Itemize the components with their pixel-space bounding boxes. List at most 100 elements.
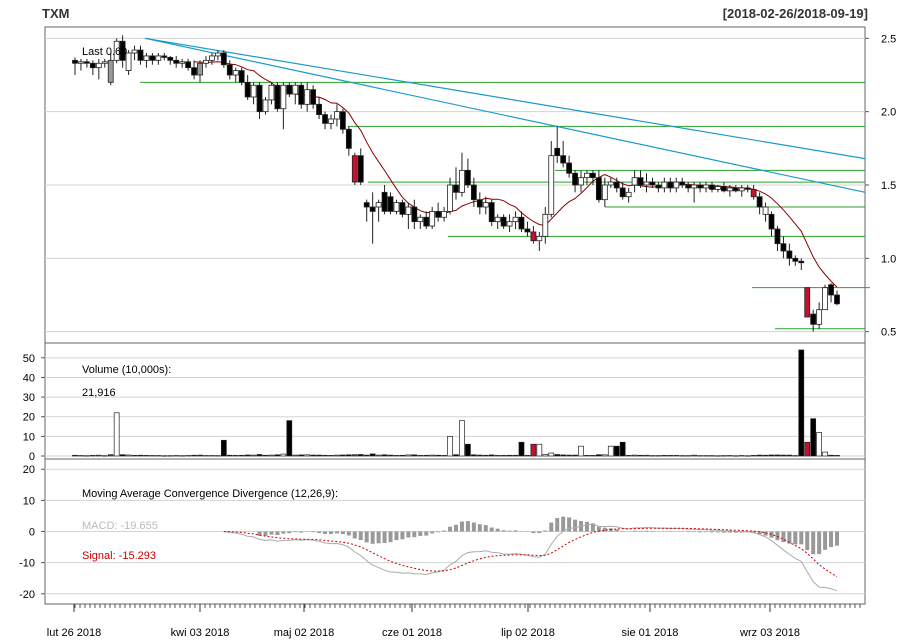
macd-histogram-bar: [471, 522, 476, 532]
macd-histogram-bar: [465, 521, 470, 532]
volume-bar: [95, 454, 102, 457]
volume-bar: [530, 443, 537, 457]
volume-bar: [131, 455, 138, 457]
candle-body: [470, 184, 477, 201]
volume-bar: [304, 454, 311, 457]
volume-bar: [113, 412, 120, 457]
candle-body: [328, 118, 334, 124]
macd-histogram-bar: [549, 522, 554, 532]
volume-bar: [572, 454, 578, 457]
candle-body: [381, 191, 388, 212]
x-tick-label: wrz 03 2018: [739, 627, 800, 639]
candle-body: [286, 84, 293, 95]
candle-body: [744, 187, 751, 190]
volume-bar: [732, 455, 739, 457]
candle-body: [173, 59, 180, 64]
volume-bar: [756, 454, 763, 457]
candle-body: [810, 313, 817, 325]
volume-bar: [482, 454, 489, 457]
candle-body: [738, 187, 745, 192]
candle-body: [155, 55, 162, 61]
candle-body: [238, 70, 245, 83]
candle-body: [304, 89, 311, 105]
macd-histogram-bar: [632, 530, 637, 532]
volume-bars: [72, 349, 840, 457]
macd-histogram-bar: [418, 531, 423, 536]
candle-body: [750, 188, 757, 198]
volume-bar: [661, 455, 668, 457]
candle-body: [828, 284, 834, 296]
candle-body: [185, 61, 192, 69]
volume-y-tick-label: 20: [23, 412, 35, 424]
macd-histogram-bar: [358, 531, 363, 541]
macd-y-tick-label: 0: [29, 527, 35, 539]
volume-bar: [268, 454, 275, 457]
macd-histogram-bar: [787, 531, 792, 544]
macd-histogram-bar: [620, 530, 625, 532]
macd-histogram-bar: [477, 524, 482, 532]
candle-body: [494, 216, 501, 223]
volume-bar: [262, 454, 269, 457]
price-y-tick-label: 1.5: [881, 180, 896, 192]
volume-bar: [381, 454, 388, 457]
candle-body: [209, 55, 215, 61]
volume-bar: [780, 454, 787, 457]
macd-histogram-bar: [436, 531, 441, 533]
candle-body: [816, 309, 823, 325]
candle-body: [673, 181, 680, 189]
candle-body: [709, 184, 715, 190]
volume-bar: [607, 445, 614, 457]
volume-title: Volume (10,000s):: [82, 364, 171, 376]
candle-body: [197, 62, 203, 76]
macd-histogram-bar: [370, 531, 375, 544]
volume-bar: [209, 455, 215, 457]
candle-body: [792, 257, 799, 262]
macd-histogram-bar: [299, 531, 304, 533]
volume-bar: [149, 455, 156, 457]
volume-y-tick-label: 50: [23, 353, 35, 365]
candle-body: [566, 162, 573, 174]
volume-bar: [155, 455, 162, 457]
macd-histogram-bar: [412, 531, 417, 538]
candle-body: [137, 49, 144, 61]
volume-panel-frame: [44, 342, 866, 460]
volume-bar: [697, 455, 703, 457]
candle-body: [756, 196, 763, 208]
volume-bar: [393, 455, 400, 457]
candle-body: [685, 184, 692, 189]
volume-bar: [613, 445, 620, 457]
macd-histogram-bar: [692, 531, 697, 533]
candle-body: [351, 155, 358, 183]
volume-bar: [655, 455, 662, 457]
volume-bar: [179, 455, 186, 457]
macd-histogram-bar: [442, 530, 447, 532]
candle-body: [780, 243, 787, 252]
x-tick-label: maj 02 2018: [274, 627, 335, 639]
candle-body: [607, 181, 614, 186]
macd-histogram-bar: [596, 526, 601, 532]
candle-body: [226, 64, 233, 76]
candle-body: [256, 84, 263, 113]
candle-body: [768, 213, 775, 230]
macd-histogram-bar: [489, 527, 494, 532]
grid-lines: [45, 37, 865, 595]
volume-bar: [143, 455, 150, 457]
candle-body: [393, 202, 400, 212]
macd-histogram-bar: [715, 531, 720, 533]
volume-bar: [119, 454, 126, 457]
macd-histogram-bar: [269, 531, 274, 535]
volume-bar: [500, 455, 507, 457]
macd-histogram-bar: [644, 530, 649, 532]
volume-bar: [548, 452, 555, 457]
candle-body: [339, 111, 346, 130]
candle-body: [703, 184, 709, 189]
candle-body: [107, 59, 114, 83]
volume-bar: [494, 455, 501, 457]
candle-body: [405, 206, 412, 215]
candle-body: [572, 172, 578, 186]
macd-histogram-bar: [614, 529, 619, 532]
volume-bar: [804, 441, 811, 457]
candle-body: [203, 59, 209, 64]
volume-bar: [601, 454, 608, 457]
macd-histogram-bar: [531, 531, 536, 534]
